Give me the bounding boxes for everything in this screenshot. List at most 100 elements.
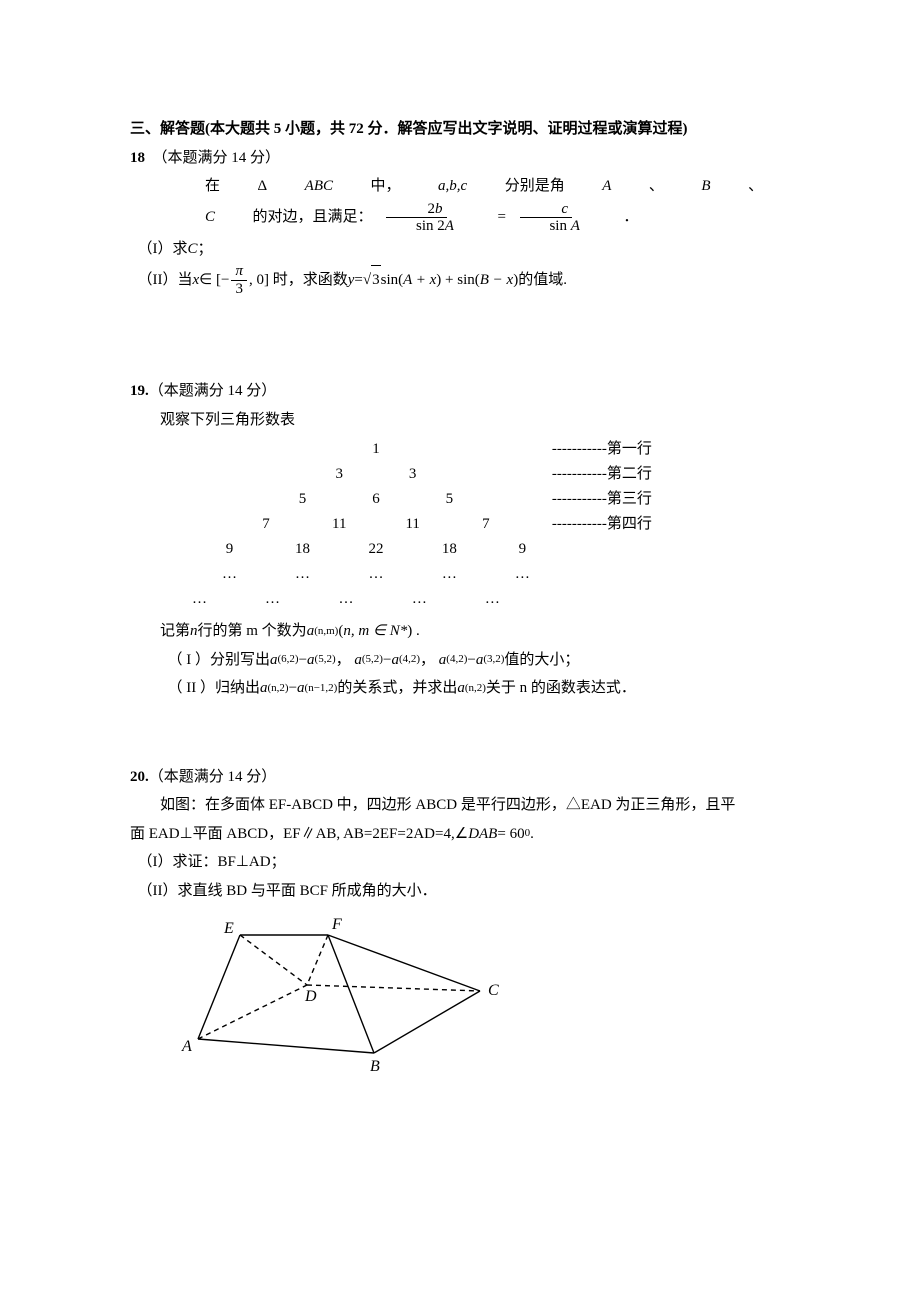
angle-eq: = 60 bbox=[497, 820, 524, 849]
an2: a bbox=[260, 674, 268, 703]
m3: − bbox=[467, 646, 475, 675]
q18-points: （本题满分 14 分） bbox=[153, 144, 281, 173]
q19-d2: 行的第 m 个数为 bbox=[198, 617, 307, 646]
q18-y: y bbox=[348, 266, 355, 295]
triangle-cell: 9 bbox=[212, 538, 247, 561]
a_nm: a bbox=[307, 617, 315, 646]
s32: (3,2) bbox=[483, 649, 504, 670]
frac2-den-pre: sin bbox=[549, 218, 570, 234]
q18-C: C bbox=[168, 203, 216, 232]
triangle-cell bbox=[469, 463, 503, 486]
section-title: 三、解答题 bbox=[130, 115, 205, 144]
triangle-cell bbox=[505, 463, 540, 486]
q20-head: 20. （本题满分 14 分） bbox=[130, 763, 790, 792]
q18-t3: 分别是角 bbox=[467, 172, 565, 201]
a52b: a bbox=[354, 646, 362, 675]
triangle-cell: … bbox=[475, 588, 510, 611]
a42: a bbox=[391, 646, 399, 675]
a52: a bbox=[307, 646, 315, 675]
angle-icon: ∠ bbox=[455, 820, 468, 849]
q19-p1l: （ I ）分别写出 bbox=[168, 646, 271, 675]
svg-text:F: F bbox=[331, 916, 342, 933]
q18-delta: Δ bbox=[220, 172, 267, 201]
q19-p2l: （ II ）归纳出 bbox=[168, 674, 261, 703]
svg-text:A: A bbox=[181, 1038, 192, 1055]
triangle-cell bbox=[505, 438, 540, 461]
triangle-cell: 5 bbox=[285, 488, 320, 511]
triangle-cell bbox=[469, 488, 503, 511]
triangle-cell bbox=[285, 513, 320, 536]
triangle-cell bbox=[432, 438, 467, 461]
nm_in: n, m ∈ N* bbox=[343, 617, 407, 646]
triangle-cell bbox=[432, 513, 467, 536]
frac1-den-var: A bbox=[445, 218, 454, 234]
q20-l2e: . bbox=[530, 820, 534, 849]
triangle-cell: 5 bbox=[432, 488, 467, 511]
q18-in2: , 0] 时， bbox=[249, 266, 303, 295]
q18-p1-label: （I）求 bbox=[138, 235, 188, 264]
sn2b: (n,2) bbox=[465, 678, 486, 699]
q20-number: 20. bbox=[130, 763, 149, 792]
q20-p1: （I）求证：BF⊥AD； bbox=[138, 848, 791, 877]
q20-intro: 如图：在多面体 EF-ABCD 中，四边形 ABCD 是平行四边形，△EAD 为… bbox=[130, 791, 790, 820]
cond_close: ) . bbox=[407, 617, 420, 646]
m4: − bbox=[289, 674, 297, 703]
c1: ， bbox=[336, 646, 351, 675]
q20-points: （本题满分 14 分） bbox=[149, 763, 277, 792]
triangle-cell bbox=[469, 538, 503, 561]
angle-name: DAB bbox=[468, 820, 497, 849]
s62: (6,2) bbox=[278, 649, 299, 670]
Aplusx: A + x bbox=[403, 266, 436, 295]
triangle-cell bbox=[249, 488, 283, 511]
q18-t4: 的对边，且满足： bbox=[215, 203, 373, 232]
triangle-cell bbox=[285, 438, 320, 461]
triangle-cell: … bbox=[358, 563, 393, 586]
c2: ， bbox=[420, 646, 435, 675]
triangle-cell: … bbox=[212, 563, 247, 586]
s42b: (4,2) bbox=[446, 649, 467, 670]
triangle-cell bbox=[395, 538, 429, 561]
an12: a bbox=[297, 674, 305, 703]
a32: a bbox=[476, 646, 484, 675]
triangle-cell bbox=[469, 438, 503, 461]
triangle-cell: … bbox=[432, 563, 467, 586]
q18-A: A bbox=[565, 172, 612, 201]
triangle-row-label bbox=[542, 563, 662, 586]
triangle-cell: … bbox=[285, 563, 320, 586]
q18-x: x bbox=[193, 266, 200, 295]
q19-p2e: 关于 n 的函数表达式． bbox=[486, 674, 636, 703]
q19-intro: 观察下列三角形数表 bbox=[130, 406, 790, 435]
triangle-cell bbox=[292, 588, 326, 611]
m2: − bbox=[383, 646, 391, 675]
q18-p2-label: （II）当 bbox=[138, 266, 193, 295]
q18-end: ． bbox=[586, 203, 639, 232]
triangle-cell bbox=[365, 588, 399, 611]
triangle-cell bbox=[285, 463, 320, 486]
q19-p1: （ I ）分别写出 a(6,2) − a(5,2) ， a(5,2) − a(4… bbox=[168, 646, 791, 675]
triangle-row-label: -----------第四行 bbox=[542, 513, 662, 536]
triangle-cell: 7 bbox=[469, 513, 503, 536]
q18-eq: = bbox=[460, 203, 506, 232]
s52: (5,2) bbox=[315, 649, 336, 670]
q18-range: 的值域. bbox=[518, 266, 567, 295]
triangle-cell: 1 bbox=[358, 438, 393, 461]
sn12: (n−1,2) bbox=[305, 678, 338, 699]
an2b: a bbox=[457, 674, 465, 703]
q20-figure: ABCDEF bbox=[160, 915, 790, 1080]
q19-number: 19. bbox=[130, 377, 149, 406]
q19-def: 记第 n 行的第 m 个数为 a(n,m) ( n, m ∈ N* ) . bbox=[160, 617, 790, 646]
sqrt3: 3 bbox=[371, 265, 381, 295]
triangle-cell: 6 bbox=[358, 488, 393, 511]
section-header: 三、解答题 (本大题共 5 小题，共 72 分．解答应写出文字说明、证明过程或演… bbox=[130, 115, 790, 144]
q18-t2: 中， bbox=[333, 172, 401, 201]
svg-text:E: E bbox=[223, 920, 234, 937]
triangle-cell bbox=[505, 513, 540, 536]
sin1q: ) + sin( bbox=[436, 266, 479, 295]
triangle-cell: … bbox=[182, 588, 217, 611]
triangle-cell bbox=[505, 488, 540, 511]
triangle-cell bbox=[212, 513, 247, 536]
q19-head: 19. （本题满分 14 分） bbox=[130, 377, 790, 406]
q18-body: 在 Δ ABC 中， a,b,c 分别是角 A、 B、 C 的对边，且满足： 2… bbox=[168, 172, 791, 235]
triangle-row-label bbox=[542, 538, 662, 561]
frac1-den-pre: sin 2 bbox=[416, 218, 445, 234]
